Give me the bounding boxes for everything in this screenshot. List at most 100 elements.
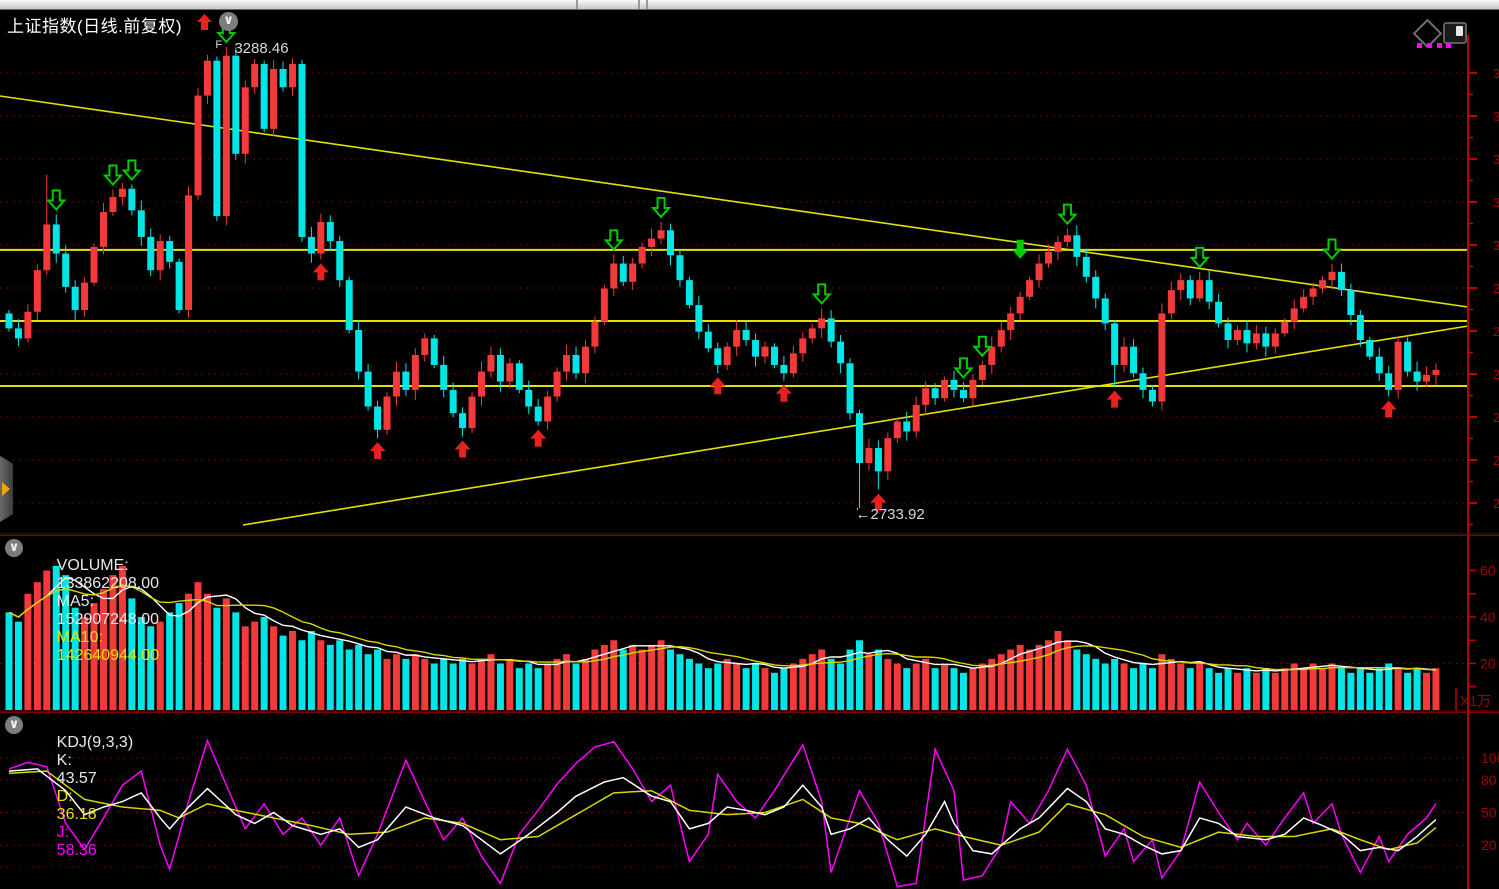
- candle: [468, 396, 476, 429]
- sell-arrow-hollow-icon: [46, 189, 67, 211]
- volume-bar: [355, 644, 363, 710]
- volume-bar: [1224, 668, 1232, 710]
- kdj-j-label: J:: [56, 824, 70, 841]
- volume-bar: [251, 621, 259, 710]
- volume-bar: [14, 621, 22, 710]
- price-axis-label: 3205: [1493, 109, 1499, 124]
- volume-bar: [685, 658, 693, 710]
- candle: [922, 388, 930, 405]
- kdj-k-label: K:: [56, 752, 72, 769]
- candle: [43, 224, 51, 271]
- volume-bar: [1101, 663, 1109, 710]
- price-grid: [0, 72, 1468, 504]
- candle: [704, 331, 712, 349]
- candle: [827, 318, 835, 342]
- volume-bar: [128, 598, 136, 710]
- volume-value: 133862208.00: [56, 575, 159, 592]
- kdj-k-value: 43.57: [56, 770, 97, 787]
- candle: [1035, 263, 1043, 281]
- sell-arrow-hollow-icon: [972, 335, 993, 358]
- volume-bar: [317, 640, 325, 710]
- price-axis-label: 2792: [1493, 453, 1499, 468]
- candle: [430, 338, 438, 365]
- price-annotation: 3288.46: [234, 40, 288, 57]
- volume-bar: [761, 668, 769, 710]
- volume-bar: [345, 649, 353, 710]
- volume-bar: [553, 658, 561, 710]
- kdj-label: KDJ(9,3,3): [56, 734, 134, 751]
- volume-ma5-value: 152907248.00: [56, 611, 159, 628]
- volume-bar: [629, 644, 637, 710]
- volume-bar: [364, 654, 372, 710]
- volume-bar: [903, 668, 911, 710]
- volume-bar: [1177, 663, 1185, 710]
- volume-bar: [610, 640, 618, 710]
- volume-bar: [468, 663, 476, 710]
- volume-bar: [109, 575, 117, 710]
- candle: [1026, 280, 1034, 297]
- volume-bar: [24, 593, 32, 710]
- candle: [118, 188, 126, 198]
- candle: [534, 406, 542, 422]
- candle: [931, 388, 939, 399]
- volume-bar: [978, 663, 986, 710]
- candle: [515, 363, 523, 390]
- volume-bar: [374, 649, 382, 710]
- candle: [600, 288, 608, 322]
- price-axis-label: 3050: [1493, 238, 1499, 253]
- candle: [90, 246, 98, 283]
- candle: [780, 364, 788, 374]
- candle: [156, 241, 164, 271]
- candle: [289, 64, 296, 88]
- volume-axis-label: 40: [1480, 609, 1496, 625]
- candle: [1130, 346, 1138, 374]
- volume-bar: [922, 658, 930, 710]
- candle: [969, 379, 977, 399]
- volume-bar: [789, 663, 797, 710]
- candle: [619, 263, 627, 282]
- price-axis-label: 2947: [1493, 324, 1499, 339]
- volume-bar: [496, 663, 504, 710]
- volume-bar: [1167, 658, 1175, 710]
- window-restore-icon[interactable]: [1443, 22, 1467, 44]
- volume-bar: [874, 649, 882, 710]
- candle: [1423, 374, 1430, 382]
- buy-arrow-icon: [312, 263, 329, 281]
- candle: [100, 211, 107, 247]
- volume-bar: [147, 626, 155, 710]
- candle: [1252, 333, 1260, 344]
- volume-bar: [421, 658, 429, 710]
- sidebar-expand-handle[interactable]: [0, 456, 13, 522]
- volume-bar: [733, 663, 741, 710]
- candle: [62, 253, 70, 287]
- signal-arrows: [46, 22, 1397, 511]
- chevron-down-icon[interactable]: ∨: [5, 716, 23, 734]
- candle: [1215, 301, 1223, 324]
- volume-bar: [1007, 649, 1015, 710]
- volume-bar: [71, 607, 79, 710]
- volume-ma-lines: [8, 576, 1437, 672]
- volume-axis-label: 60: [1480, 563, 1496, 579]
- candle: [723, 346, 731, 365]
- candle: [1186, 280, 1194, 299]
- chevron-down-icon[interactable]: ∨: [219, 12, 238, 31]
- volume-pane-header: ∨ VOLUME: 133862208.00 MA5: 152907248.00…: [0, 535, 1499, 664]
- candle: [1120, 346, 1128, 365]
- volume-bar: [856, 640, 863, 710]
- volume-bar: [846, 649, 854, 710]
- candle: [553, 371, 561, 397]
- volume-bar: [43, 570, 51, 710]
- candle-series: [5, 47, 1440, 509]
- volume-bar: [1073, 649, 1081, 710]
- candle: [978, 364, 986, 380]
- volume-bar: [137, 617, 145, 710]
- volume-bar: [525, 663, 533, 710]
- magenta-marker-dot: [1437, 43, 1442, 48]
- candle: [1101, 298, 1109, 324]
- volume-bar: [1319, 668, 1327, 710]
- volume-bar: [1130, 668, 1138, 710]
- volume-bar: [638, 649, 646, 710]
- volume-bar: [1404, 672, 1412, 710]
- chevron-down-icon[interactable]: ∨: [5, 539, 23, 557]
